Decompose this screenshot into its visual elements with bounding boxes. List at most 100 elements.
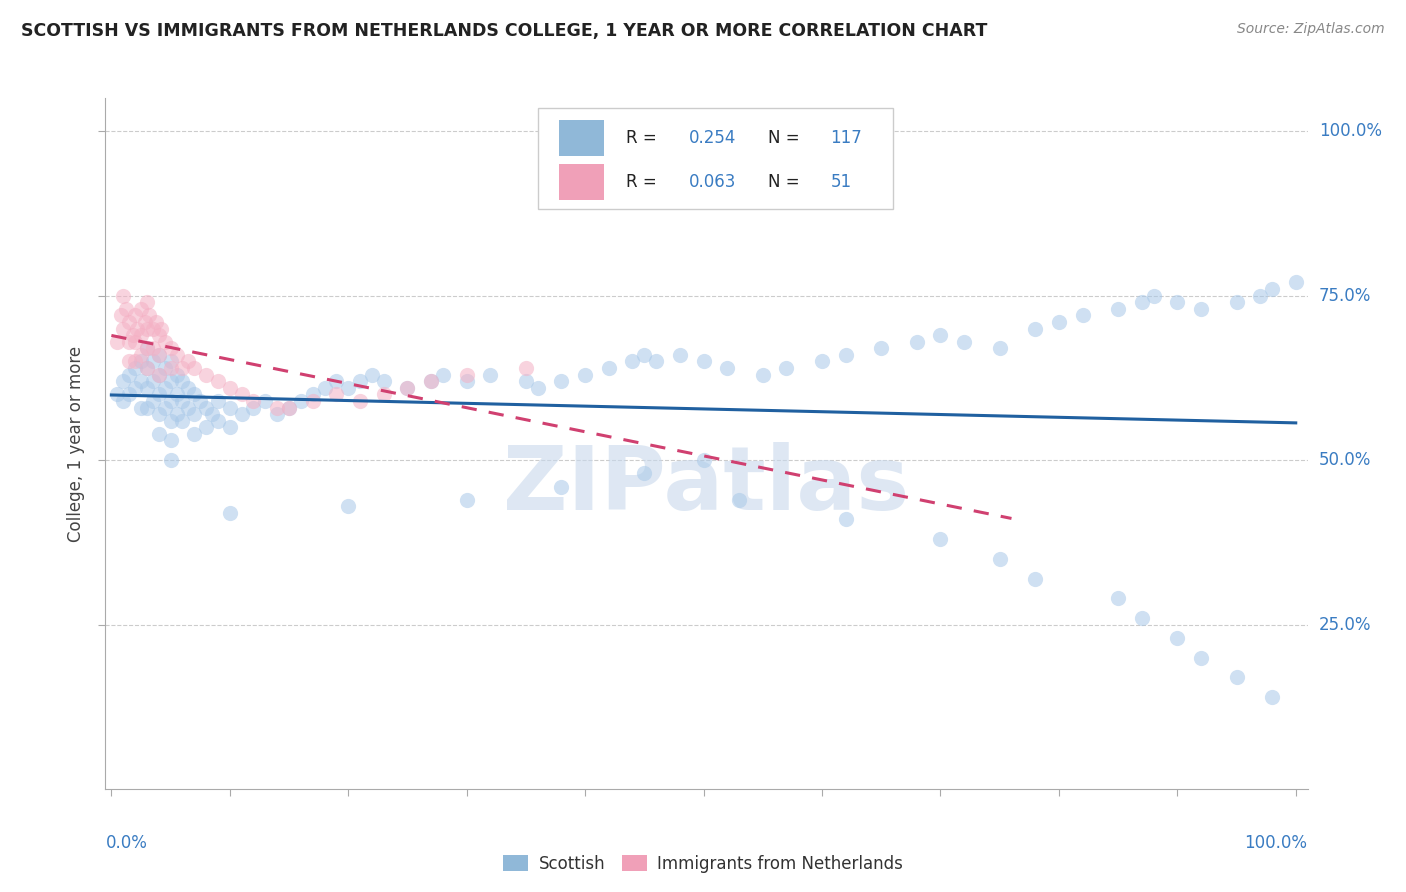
Point bbox=[166, 348, 188, 362]
Point bbox=[148, 368, 170, 382]
Point bbox=[432, 368, 454, 382]
Point bbox=[153, 381, 176, 395]
Point bbox=[645, 354, 668, 368]
Point bbox=[598, 361, 620, 376]
Text: 117: 117 bbox=[831, 129, 862, 147]
Point bbox=[135, 341, 157, 355]
Point bbox=[905, 334, 928, 349]
Point bbox=[574, 368, 596, 382]
Point bbox=[337, 381, 360, 395]
Point bbox=[1107, 591, 1129, 606]
Point bbox=[988, 341, 1011, 355]
Point bbox=[870, 341, 893, 355]
Point bbox=[148, 426, 170, 441]
Point bbox=[420, 374, 443, 388]
Point bbox=[124, 309, 146, 323]
Text: Source: ZipAtlas.com: Source: ZipAtlas.com bbox=[1237, 22, 1385, 37]
Text: 100.0%: 100.0% bbox=[1244, 834, 1308, 853]
Point bbox=[1107, 301, 1129, 316]
Point bbox=[124, 334, 146, 349]
Point bbox=[153, 401, 176, 415]
Point bbox=[159, 453, 181, 467]
Point bbox=[118, 315, 141, 329]
Point bbox=[112, 374, 135, 388]
Point bbox=[135, 341, 157, 355]
Point bbox=[621, 354, 644, 368]
Point bbox=[121, 328, 143, 343]
Point bbox=[834, 348, 856, 362]
Point bbox=[929, 328, 952, 343]
Text: 51: 51 bbox=[831, 173, 852, 191]
Text: 0.063: 0.063 bbox=[689, 173, 735, 191]
Point bbox=[373, 374, 395, 388]
Point bbox=[159, 341, 181, 355]
Point bbox=[188, 394, 211, 409]
Point bbox=[1130, 295, 1153, 310]
Point bbox=[172, 361, 194, 376]
Point bbox=[834, 512, 856, 526]
Point bbox=[633, 467, 655, 481]
Text: ZIPatlas: ZIPatlas bbox=[503, 442, 910, 529]
Point bbox=[515, 374, 537, 388]
Point bbox=[172, 374, 194, 388]
Point bbox=[337, 500, 360, 514]
Point bbox=[752, 368, 775, 382]
Point bbox=[118, 387, 141, 401]
Point bbox=[775, 361, 797, 376]
Point bbox=[129, 348, 152, 362]
Bar bbox=[558, 120, 605, 156]
Point bbox=[669, 348, 692, 362]
Text: R =: R = bbox=[626, 173, 662, 191]
Point bbox=[150, 321, 173, 335]
Point bbox=[349, 394, 371, 409]
Point bbox=[142, 374, 165, 388]
Point bbox=[242, 401, 264, 415]
Point bbox=[325, 387, 347, 401]
Point bbox=[135, 295, 157, 310]
Point bbox=[349, 374, 371, 388]
Text: N =: N = bbox=[768, 173, 804, 191]
Point bbox=[166, 368, 188, 382]
Point bbox=[105, 387, 128, 401]
Point bbox=[135, 321, 157, 335]
Point bbox=[124, 361, 146, 376]
Point bbox=[135, 361, 157, 376]
Point bbox=[153, 361, 176, 376]
Point bbox=[1285, 276, 1308, 290]
Point bbox=[373, 387, 395, 401]
Point bbox=[148, 328, 170, 343]
Point bbox=[1225, 671, 1247, 685]
Point bbox=[301, 387, 323, 401]
Point bbox=[112, 394, 135, 409]
Point bbox=[172, 394, 194, 409]
Bar bbox=[558, 164, 605, 200]
Text: SCOTTISH VS IMMIGRANTS FROM NETHERLANDS COLLEGE, 1 YEAR OR MORE CORRELATION CHAR: SCOTTISH VS IMMIGRANTS FROM NETHERLANDS … bbox=[21, 22, 987, 40]
Point bbox=[134, 315, 156, 329]
Point bbox=[177, 354, 200, 368]
Point bbox=[159, 354, 181, 368]
Point bbox=[118, 368, 141, 382]
Point bbox=[129, 328, 152, 343]
Point bbox=[278, 401, 301, 415]
Point bbox=[142, 341, 165, 355]
Point bbox=[1024, 572, 1046, 586]
Point bbox=[1189, 301, 1212, 316]
Point bbox=[135, 381, 157, 395]
Point bbox=[142, 354, 165, 368]
Point bbox=[811, 354, 834, 368]
Point bbox=[142, 321, 165, 335]
Point bbox=[218, 401, 240, 415]
Point bbox=[142, 394, 165, 409]
Point bbox=[135, 361, 157, 376]
FancyBboxPatch shape bbox=[538, 109, 893, 209]
Point bbox=[231, 387, 253, 401]
Point bbox=[988, 552, 1011, 566]
Point bbox=[550, 479, 572, 493]
Point bbox=[177, 401, 200, 415]
Point bbox=[1047, 315, 1070, 329]
Point bbox=[953, 334, 976, 349]
Point bbox=[479, 368, 502, 382]
Point bbox=[124, 381, 146, 395]
Point bbox=[325, 374, 347, 388]
Point bbox=[1225, 295, 1247, 310]
